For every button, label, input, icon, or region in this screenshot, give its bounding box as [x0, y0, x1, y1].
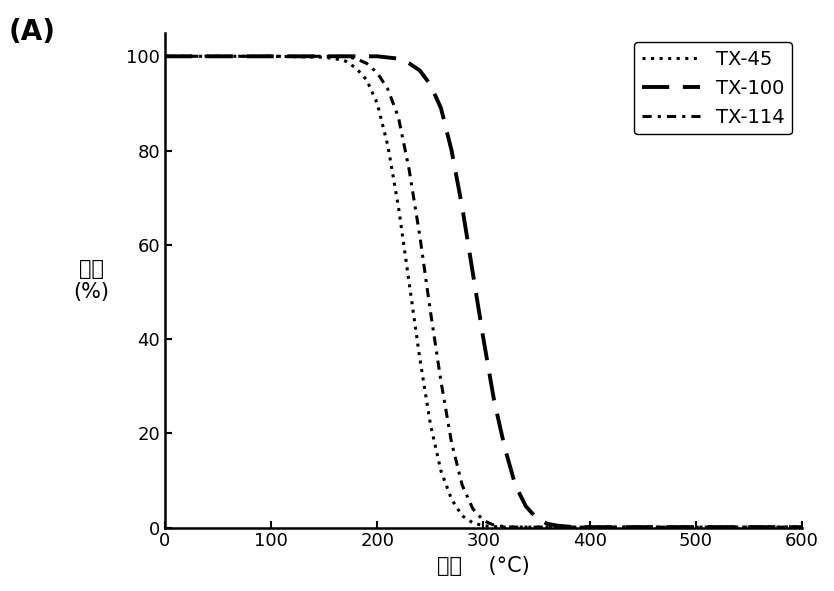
TX-45: [160, 53, 170, 60]
TX-45: [394, 203, 404, 210]
TX-114: [446, 439, 456, 446]
TX-45: [414, 355, 425, 362]
Line: TX-45: TX-45: [165, 56, 802, 527]
TX-114: [797, 524, 807, 531]
TX-114: [489, 522, 499, 529]
TX-114: [425, 307, 435, 314]
TX-100: [564, 523, 574, 530]
TX-100: [797, 524, 807, 531]
TX-100: [531, 515, 541, 522]
TX-45: [468, 519, 478, 527]
Line: TX-100: TX-100: [165, 56, 802, 527]
TX-45: [436, 467, 446, 475]
TX-114: [457, 482, 467, 489]
TX-45: [351, 64, 361, 72]
TX-45: [319, 54, 329, 61]
TX-114: [351, 55, 361, 62]
TX-100: [160, 53, 170, 60]
TX-100: [425, 81, 435, 88]
TX-114: [404, 166, 414, 173]
TX-114: [414, 232, 425, 239]
X-axis label: 温度    (°C): 温度 (°C): [437, 556, 530, 576]
Text: (A): (A): [8, 18, 55, 46]
TX-100: [468, 269, 478, 277]
TX-114: [160, 53, 170, 60]
TX-100: [510, 482, 520, 489]
TX-45: [372, 100, 382, 107]
TX-100: [542, 520, 552, 527]
TX-100: [479, 336, 489, 343]
TX-100: [500, 444, 510, 451]
TX-45: [266, 53, 276, 60]
TX-45: [404, 279, 414, 286]
TX-100: [372, 53, 382, 60]
TX-100: [266, 53, 276, 60]
TX-114: [510, 524, 520, 531]
TX-45: [425, 420, 435, 427]
TX-114: [362, 60, 372, 67]
TX-45: [362, 76, 372, 83]
TX-100: [574, 524, 584, 531]
TX-45: [340, 57, 350, 64]
Legend: TX-45, TX-100, TX-114: TX-45, TX-100, TX-114: [635, 43, 792, 134]
TX-100: [404, 60, 414, 67]
TX-114: [394, 114, 404, 121]
TX-114: [500, 523, 510, 530]
TX-45: [383, 142, 393, 150]
TX-114: [340, 53, 350, 60]
TX-100: [446, 147, 456, 154]
TX-100: [436, 105, 446, 112]
TX-45: [489, 523, 499, 530]
TX-114: [468, 505, 478, 512]
TX-45: [797, 524, 807, 531]
TX-100: [553, 522, 563, 530]
TX-114: [479, 517, 489, 524]
TX-45: [329, 55, 339, 62]
TX-114: [383, 86, 393, 93]
TX-100: [489, 397, 499, 404]
TX-114: [436, 378, 446, 385]
TX-114: [372, 69, 382, 76]
Y-axis label: 重量
(%): 重量 (%): [73, 258, 109, 302]
TX-100: [457, 203, 467, 210]
TX-100: [521, 503, 531, 510]
TX-45: [479, 522, 489, 530]
TX-114: [266, 53, 276, 60]
TX-100: [394, 55, 404, 62]
TX-45: [457, 512, 467, 519]
TX-45: [500, 524, 510, 531]
TX-45: [446, 496, 456, 503]
Line: TX-114: TX-114: [165, 56, 802, 527]
TX-100: [585, 524, 595, 531]
TX-100: [414, 67, 425, 74]
